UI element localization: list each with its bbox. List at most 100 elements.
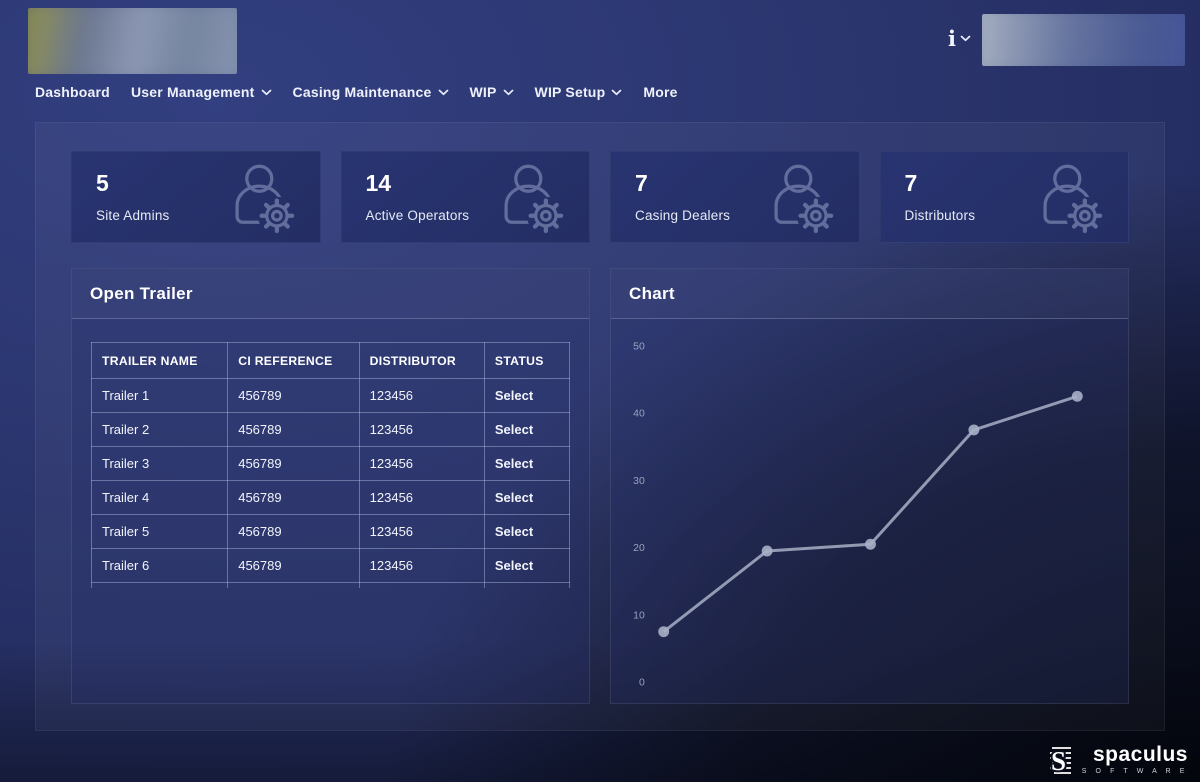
nav-item-user-management[interactable]: User Management (131, 84, 272, 100)
chart-panel-header: Chart (611, 269, 1128, 319)
ci-reference-cell: 456789 (227, 378, 360, 413)
trailer-name-cell: Trailer 1 (91, 378, 229, 413)
chart-data-point (865, 538, 876, 550)
app-logo[interactable] (28, 8, 237, 74)
y-axis-tick-label: 40 (633, 409, 645, 420)
chart-data-point (761, 545, 773, 557)
column-header-status: STATUS (483, 342, 570, 379)
stat-label: Distributors (904, 208, 976, 224)
distributor-cell: 123456 (358, 480, 485, 515)
ci-reference-cell: 456789 (227, 514, 360, 549)
trailer-name-cell: Trailer 2 (91, 412, 229, 447)
empty-cell (91, 582, 229, 588)
panel-title: Chart (629, 283, 675, 303)
svg-text:S: S (1051, 746, 1066, 775)
stat-value: 5 (96, 170, 109, 196)
nav-item-wip[interactable]: WIP (470, 84, 514, 100)
select-link[interactable]: Select (483, 446, 570, 481)
ci-reference-cell: 456789 (227, 548, 360, 583)
spaculus-logo-icon: S (1049, 745, 1071, 775)
stat-label: Site Admins (96, 208, 170, 224)
column-header-ci-reference: CI REFERENCE (227, 342, 360, 379)
nav-item-label: WIP Setup (534, 84, 606, 100)
stat-value: 7 (635, 170, 648, 196)
select-link[interactable]: Select (483, 514, 570, 549)
chart-data-point (968, 424, 980, 436)
brand-subtitle: S O F T W A R E (1081, 768, 1188, 775)
distributor-cell: 123456 (358, 446, 485, 481)
stat-label: Casing Dealers (635, 208, 731, 224)
stat-card-active-operators: 14 Active Operators (340, 151, 590, 243)
distributor-cell: 123456 (358, 378, 485, 413)
panel-title: Open Trailer (90, 283, 193, 303)
brand-name: spaculus (1092, 743, 1188, 766)
y-axis-tick-label: 30 (633, 476, 645, 487)
user-gear-icon (1043, 164, 1104, 235)
select-link[interactable]: Select (483, 548, 570, 583)
user-gear-icon (773, 164, 835, 235)
app-logo-blurred-image (28, 8, 237, 74)
distributor-cell: 123456 (358, 514, 485, 549)
y-axis-tick-label: 20 (633, 543, 645, 554)
chart-line (662, 394, 1078, 633)
select-link[interactable]: Select (483, 480, 570, 515)
ci-reference-cell: 456789 (227, 446, 360, 481)
table-row-partial (91, 582, 570, 588)
y-axis-tick-label: 50 (633, 341, 645, 352)
main-nav: Dashboard User Management Casing Mainten… (35, 84, 678, 100)
chart-data-point (658, 626, 670, 638)
select-link[interactable]: Select (483, 378, 570, 413)
distributor-cell: 123456 (358, 548, 485, 583)
trailer-table-header-row: TRAILER NAME CI REFERENCE DISTRIBUTOR STATU… (91, 342, 570, 379)
chevron-down-icon (438, 89, 448, 95)
trailer-name-cell: Trailer 6 (91, 548, 229, 583)
trailer-table-viewport[interactable]: TRAILER NAME CI REFERENCE DISTRIBUTOR STATU… (91, 342, 570, 588)
table-row: Trailer 6 456789 123456 Select (91, 548, 570, 583)
empty-cell (227, 582, 360, 588)
trailer-name-cell: Trailer 5 (91, 514, 229, 549)
distributor-cell: 123456 (358, 412, 485, 447)
stat-value: 14 (365, 170, 392, 196)
chevron-down-icon (503, 89, 513, 95)
y-axis-tick-label: 10 (633, 610, 645, 621)
empty-cell (358, 582, 485, 588)
nav-item-wip-setup[interactable]: WIP Setup (535, 84, 623, 100)
line-chart: 0 10 20 30 40 50 (633, 341, 1083, 689)
ci-reference-cell: 456789 (227, 412, 360, 447)
nav-item-more[interactable]: More (643, 84, 677, 100)
footer-brand: S spaculus S O F T W A R E (1048, 744, 1188, 775)
panels-row: Open Trailer TRAILER NAME CI REFERENCE DIS… (71, 268, 1129, 704)
table-row: Trailer 1 456789 123456 Select (91, 378, 570, 413)
nav-item-dashboard[interactable]: Dashboard (35, 84, 110, 100)
table-row: Trailer 5 456789 123456 Select (91, 514, 570, 549)
table-row: Trailer 4 456789 123456 Select (91, 480, 570, 515)
user-account-area[interactable] (982, 14, 1185, 66)
column-header-distributor: DISTRIBUTOR (358, 342, 485, 379)
info-menu[interactable]: i (948, 24, 971, 52)
ci-reference-cell: 456789 (227, 480, 360, 515)
user-gear-icon (504, 164, 565, 235)
table-row: Trailer 2 456789 123456 Select (91, 412, 570, 447)
info-icon: i (948, 25, 956, 51)
chevron-down-icon (261, 89, 271, 95)
table-row: Trailer 3 456789 123456 Select (91, 446, 570, 481)
select-link[interactable]: Select (483, 412, 570, 447)
stat-card-distributors: 7 Distributors (879, 151, 1129, 243)
nav-item-label: Dashboard (35, 84, 110, 100)
stat-card-casing-dealers: 7 Casing Dealers (610, 151, 860, 243)
nav-item-casing-maintenance[interactable]: Casing Maintenance (293, 84, 449, 100)
user-gear-icon (234, 164, 296, 235)
nav-item-label: User Management (130, 84, 255, 100)
stat-cards-row: 5 Site Admins 14 (71, 151, 1129, 243)
open-trailer-panel: Open Trailer TRAILER NAME CI REFERENCE DIS… (71, 268, 590, 704)
open-trailer-panel-header: Open Trailer (72, 269, 589, 319)
chevron-down-icon (960, 35, 971, 41)
nav-item-label: WIP (469, 84, 497, 100)
empty-cell (483, 582, 570, 588)
stat-label: Active Operators (365, 208, 470, 224)
chart-panel: Chart 0 10 20 30 40 50 (610, 268, 1129, 704)
trailer-table-body: Trailer 1 456789 123456 Select Trailer 2 4567… (91, 378, 570, 588)
trailer-name-cell: Trailer 3 (91, 446, 229, 481)
trailer-name-cell: Trailer 4 (91, 480, 229, 515)
stat-card-site-admins: 5 Site Admins (71, 151, 321, 243)
